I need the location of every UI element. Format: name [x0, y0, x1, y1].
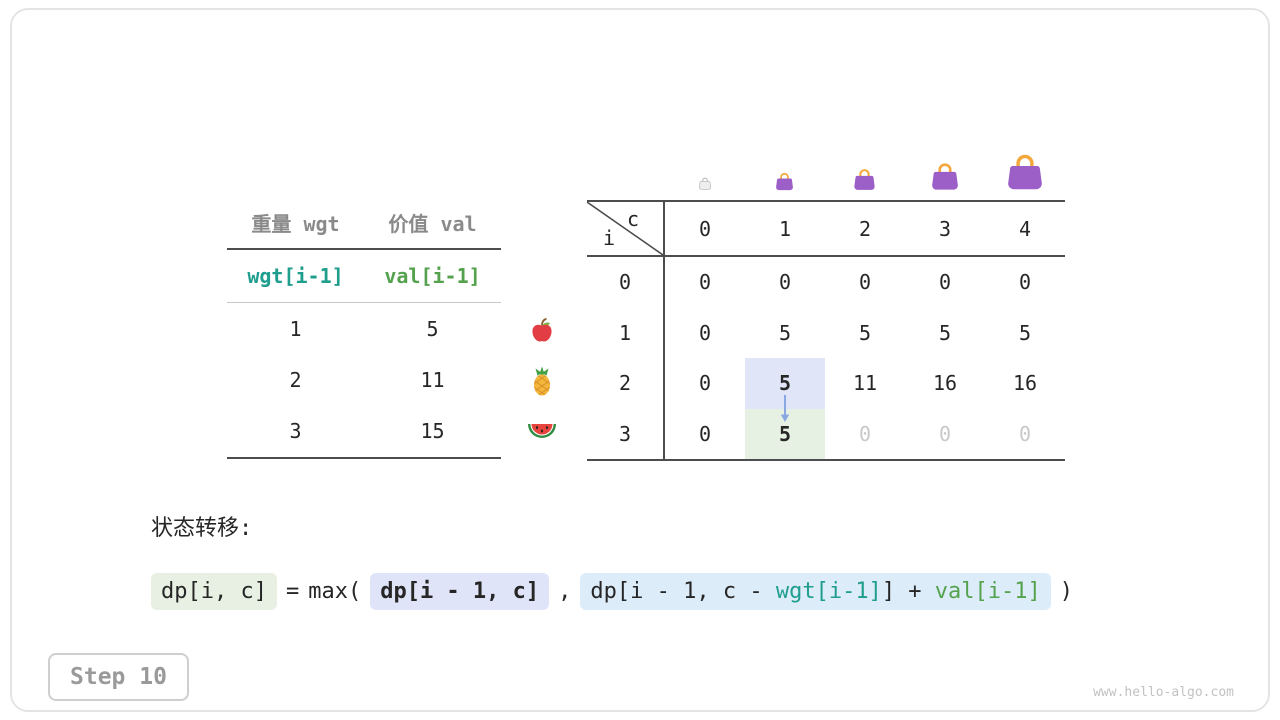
dp-row-header-3: 3: [587, 408, 665, 459]
dp-cell-r3c4: 0: [1018, 421, 1032, 446]
formula-arg2-mid: ] +: [881, 578, 935, 604]
dp-row-header-1: 1: [587, 307, 665, 358]
dp-col-header-1: 1: [745, 202, 825, 257]
dp-row-header-0: 0: [587, 257, 665, 308]
dp-corner-row-label: i: [603, 226, 616, 250]
transfer-arrow-icon: [780, 395, 790, 422]
corner-diagonal-line: [587, 202, 663, 255]
transition-formula: dp[i, c] = max( dp[i - 1, c] , dp[i - 1,…: [151, 570, 1073, 612]
step-badge: Step 10: [48, 653, 189, 701]
dp-cell-r3c0: 0: [698, 421, 712, 446]
dp-cell-r1c4: 5: [1018, 320, 1032, 345]
dp-cell-r2c2: 11: [852, 371, 878, 396]
dp-cell-r3c2: 0: [858, 421, 872, 446]
transition-title: 状态转移:: [151, 516, 253, 541]
bag-capacity-1-icon: [776, 172, 793, 191]
items-formula-wgt: wgt[i-1]: [227, 250, 364, 303]
dp-corner-col-label: c: [626, 207, 639, 231]
dp-cell-r1c0: 0: [698, 320, 712, 345]
item-val-2: 11: [420, 367, 445, 392]
items-table: 重量 wgt 价值 val wgt[i-1] val[i-1] 1 5 2 11…: [227, 196, 501, 459]
items-col-header-wgt: 重量 wgt: [227, 196, 364, 250]
dp-corner-cell: c i: [587, 202, 665, 257]
dp-cell-r0c2: 0: [858, 270, 872, 295]
formula-comma: ,: [558, 578, 572, 604]
item-val-1: 5: [426, 316, 439, 341]
bag-capacity-2-icon: [854, 169, 875, 190]
bag-capacity-0-icon: [698, 177, 712, 190]
bag-capacity-4-icon: [1008, 154, 1042, 190]
formula-paren-close: ): [1059, 578, 1074, 604]
formula-arg2-wgt: wgt[i-1]: [775, 578, 882, 604]
dp-row-header-2: 2: [587, 358, 665, 409]
dp-col-header-4: 4: [985, 202, 1065, 257]
dp-cell-r0c0: 0: [698, 270, 712, 295]
formula-equals: =: [285, 578, 300, 604]
items-col-header-val: 价值 val: [364, 196, 501, 250]
formula-arg2-prefix: dp[i - 1, c -: [590, 578, 776, 604]
dp-cell-r2c0: 0: [698, 371, 712, 396]
item-wgt-1: 1: [289, 316, 302, 341]
formula-max-open: max(: [308, 578, 362, 604]
formula-arg2: dp[i - 1, c - wgt[i-1]] + val[i-1]: [580, 572, 1051, 610]
watermark: www.hello-algo.com: [1093, 685, 1234, 700]
dp-cell-r2c4: 16: [1012, 371, 1038, 396]
dp-cell-r1c1: 5: [778, 320, 792, 345]
dp-col-header-0: 0: [665, 202, 745, 257]
canvas-card: 重量 wgt 价值 val wgt[i-1] val[i-1] 1 5 2 11…: [10, 8, 1270, 712]
dp-cell-r3c3: 0: [938, 421, 952, 446]
dp-cell-r0c1: 0: [778, 270, 792, 295]
bag-capacity-3-icon: [932, 163, 958, 190]
watermelon-icon: [528, 424, 556, 438]
item-val-3: 15: [420, 419, 445, 443]
dp-table: c i 0 1 2 3 4 0 0 0 0 0 0 1 0 5 5 5 5 2 …: [587, 200, 1065, 461]
formula-arg2-val: val[i-1]: [934, 578, 1041, 604]
dp-cell-r0c3: 0: [938, 270, 952, 295]
item-wgt-2: 2: [289, 367, 302, 392]
dp-col-header-2: 2: [825, 202, 905, 257]
items-formula-val: val[i-1]: [364, 250, 501, 303]
apple-icon: [532, 318, 552, 342]
dp-cell-r1c3: 5: [938, 320, 952, 345]
dp-cell-r1c2: 5: [858, 320, 872, 345]
dp-col-header-3: 3: [905, 202, 985, 257]
formula-arg1: dp[i - 1, c]: [370, 572, 550, 610]
item-wgt-3: 3: [289, 419, 302, 443]
pineapple-icon: [534, 366, 550, 396]
dp-cell-r2c3: 16: [932, 371, 958, 396]
dp-cell-r0c4: 0: [1018, 270, 1032, 295]
formula-lhs: dp[i, c]: [151, 572, 277, 610]
